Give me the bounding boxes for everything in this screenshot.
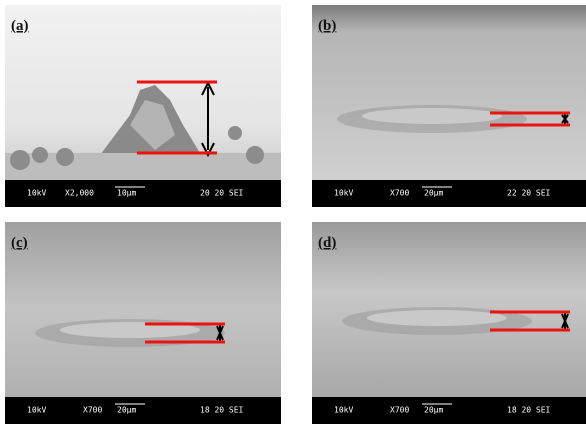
panel-label: (d) (318, 235, 336, 251)
voltage: 10kV (27, 189, 46, 198)
debris (228, 126, 242, 140)
sem-image (5, 222, 281, 397)
debris (56, 148, 74, 166)
voltage: 10kV (27, 406, 46, 415)
figure: (a) 10kV X2,000 10µm 20 20 SEI (b) 10kV X700 20µ… (0, 0, 586, 424)
debris (246, 146, 264, 164)
magnification: X2,000 (65, 189, 94, 198)
scale: 20µm (117, 406, 136, 415)
code: 18 20 SEI (507, 406, 551, 415)
deposit-top (362, 108, 502, 124)
sem-panel: (d) 10kV X700 20µm 18 20 SEI (312, 222, 586, 424)
scale: 20µm (424, 406, 443, 415)
debris (32, 147, 48, 163)
scale: 20µm (424, 189, 443, 198)
magnification: X700 (83, 406, 102, 415)
panel-label: (c) (11, 235, 28, 251)
sem-image (312, 5, 586, 180)
debris (10, 150, 30, 170)
code: 18 20 SEI (200, 406, 244, 415)
code: 22 20 SEI (507, 189, 551, 198)
sem-panel: (b) 10kV X700 20µm 22 20 SEI (312, 5, 586, 207)
panel-label: (a) (11, 18, 29, 34)
panel-label: (b) (318, 18, 336, 34)
sem-panel: (c) 10kV X700 20µm 18 20 SEI (5, 222, 281, 424)
code: 20 20 SEI (200, 189, 244, 198)
magnification: X700 (390, 189, 409, 198)
deposit-top (367, 310, 507, 326)
magnification: X700 (390, 406, 409, 415)
voltage: 10kV (334, 189, 353, 198)
scale: 10µm (117, 189, 136, 198)
sem-panel: (a) 10kV X2,000 10µm 20 20 SEI (5, 5, 281, 207)
voltage: 10kV (334, 406, 353, 415)
